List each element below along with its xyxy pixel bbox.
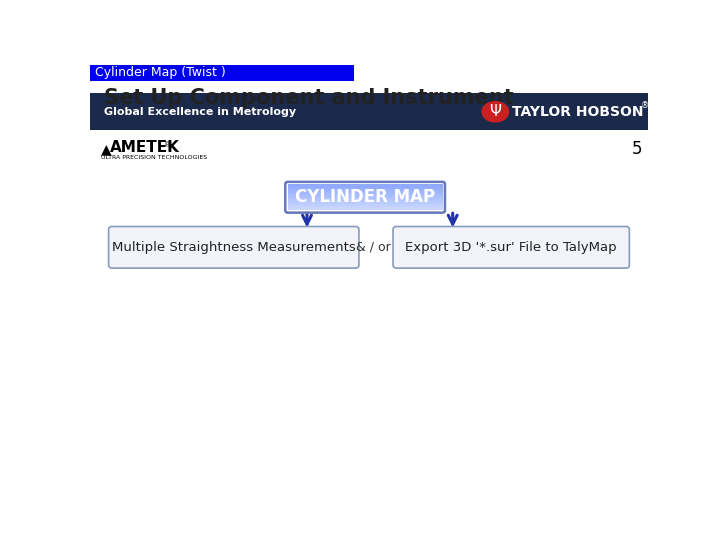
FancyBboxPatch shape — [287, 200, 443, 201]
Text: ®: ® — [164, 142, 171, 148]
Text: Set Up Component and Instrument: Set Up Component and Instrument — [104, 88, 513, 108]
Text: 5: 5 — [632, 140, 642, 159]
FancyBboxPatch shape — [287, 194, 443, 195]
FancyBboxPatch shape — [287, 197, 443, 198]
FancyBboxPatch shape — [287, 203, 443, 204]
FancyBboxPatch shape — [287, 207, 443, 208]
FancyBboxPatch shape — [287, 186, 443, 187]
FancyBboxPatch shape — [287, 205, 443, 206]
FancyBboxPatch shape — [287, 193, 443, 194]
Text: ULTRA PRECISION TECHNOLOGIES: ULTRA PRECISION TECHNOLOGIES — [101, 156, 207, 160]
Text: Export 3D '*.sur' File to TalyMap: Export 3D '*.sur' File to TalyMap — [405, 241, 617, 254]
Text: AMETEK: AMETEK — [110, 140, 180, 154]
FancyBboxPatch shape — [287, 202, 443, 203]
Text: Multiple Straightness Measurements: Multiple Straightness Measurements — [112, 241, 356, 254]
Text: & / or: & / or — [356, 241, 390, 254]
FancyBboxPatch shape — [109, 226, 359, 268]
FancyBboxPatch shape — [287, 198, 443, 199]
Text: TAYLOR HOBSON: TAYLOR HOBSON — [513, 105, 644, 119]
Text: ®: ® — [641, 101, 649, 110]
FancyBboxPatch shape — [90, 130, 648, 481]
FancyBboxPatch shape — [287, 190, 443, 191]
Text: Global Excellence in Metrology: Global Excellence in Metrology — [104, 107, 296, 117]
FancyBboxPatch shape — [287, 192, 443, 193]
FancyBboxPatch shape — [393, 226, 629, 268]
FancyBboxPatch shape — [287, 210, 443, 211]
FancyBboxPatch shape — [287, 187, 443, 188]
Text: Ψ: Ψ — [490, 104, 501, 119]
FancyBboxPatch shape — [287, 199, 443, 200]
Text: CYLINDER MAP: CYLINDER MAP — [295, 188, 435, 206]
FancyBboxPatch shape — [287, 189, 443, 190]
FancyBboxPatch shape — [287, 195, 443, 196]
FancyBboxPatch shape — [287, 209, 443, 210]
FancyBboxPatch shape — [287, 188, 443, 189]
Text: Cylinder Map (Twist ): Cylinder Map (Twist ) — [96, 66, 226, 79]
Text: ▲: ▲ — [101, 143, 112, 157]
FancyBboxPatch shape — [287, 191, 443, 192]
Ellipse shape — [482, 101, 509, 123]
FancyBboxPatch shape — [287, 204, 443, 205]
FancyBboxPatch shape — [287, 196, 443, 197]
FancyBboxPatch shape — [90, 93, 648, 130]
FancyBboxPatch shape — [287, 206, 443, 207]
FancyBboxPatch shape — [287, 185, 443, 186]
FancyBboxPatch shape — [287, 208, 443, 209]
FancyBboxPatch shape — [287, 201, 443, 202]
FancyBboxPatch shape — [287, 184, 443, 185]
FancyBboxPatch shape — [90, 65, 354, 81]
